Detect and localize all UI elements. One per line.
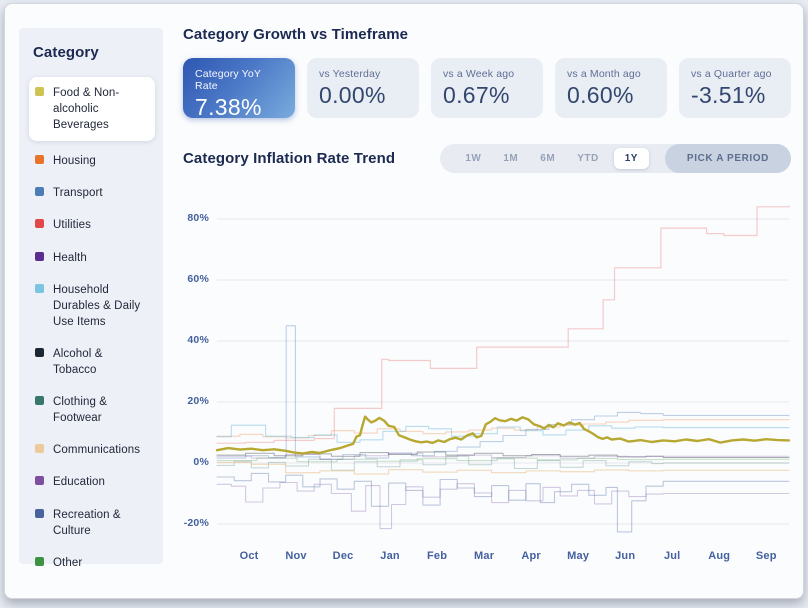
x-axis-label: Mar [474, 550, 495, 562]
pick-a-period-button[interactable]: PICK A PERIOD [664, 144, 791, 173]
period-buttons-group: 1W 1M 6M YTD 1Y [454, 148, 653, 169]
category-item[interactable]: Transport [29, 177, 155, 209]
category-label: Housing [53, 155, 96, 168]
y-axis-label: 60% [187, 273, 209, 285]
x-axis-label: Aug [708, 550, 731, 562]
y-axis-label: 40% [187, 334, 209, 346]
category-color-swatch [35, 508, 44, 518]
stat-card-label: vs a Month ago [567, 68, 641, 80]
series-line-transport [216, 325, 790, 460]
category-color-swatch [35, 444, 44, 454]
category-item[interactable]: Household Durables & Daily Use Items [29, 274, 155, 338]
x-axis-label: Nov [285, 550, 307, 562]
x-axis-label: Sep [755, 550, 777, 562]
category-label: Food & Non-alcoholic Beverages [53, 87, 120, 132]
main-content: Category Growth vs Timeframe Category Yo… [163, 4, 803, 598]
inflation-trend-chart[interactable]: 80% 60% 40% 20% 0% -20% Oct Nov Dec Jan Feb Mar Apr M… [183, 187, 793, 569]
category-color-swatch [35, 187, 44, 197]
stat-card: vs a Week ago 0.67% [431, 58, 543, 118]
category-label: Household Durables & Daily Use Items [53, 283, 141, 328]
y-axis-label: 0% [193, 456, 209, 468]
period-button-1m[interactable]: 1M [492, 148, 529, 169]
stat-card-label: vs a Quarter ago [691, 68, 772, 80]
stat-card-label: Category YoY Rate [195, 68, 261, 92]
series-line-communications [216, 461, 790, 475]
category-item[interactable]: Alcohol & Tobacco [29, 338, 155, 386]
series-line-food-non-alcoholic-beverages [215, 415, 791, 455]
series-line-other [216, 457, 790, 463]
stat-card-value: 0.67% [443, 82, 510, 108]
category-item[interactable]: Recreation & Culture [29, 499, 155, 547]
timeframe-stat-cards: Category YoY Rate 7.38% vs Yesterday 0.00% v… [183, 58, 791, 120]
category-color-swatch [35, 251, 44, 261]
stat-card: vs Yesterday 0.00% [307, 58, 419, 118]
category-color-swatch [35, 87, 44, 96]
category-item[interactable]: Education [29, 466, 155, 498]
trend-header: Category Inflation Rate Trend 1W 1M 6M YTD 1… [183, 144, 791, 173]
period-button-ytd[interactable]: YTD [566, 148, 610, 169]
category-item[interactable]: Communications [29, 434, 155, 466]
category-color-swatch [35, 155, 44, 165]
category-label: Recreation & Culture [53, 508, 121, 537]
category-item[interactable]: Utilities [29, 209, 155, 241]
period-selector: 1W 1M 6M YTD 1Y PICK A PERIOD [440, 144, 791, 173]
category-sidebar: Category Food & Non-alcoholic Beverages H… [19, 28, 163, 569]
series-line-recreation-culture [216, 472, 790, 533]
category-color-swatch [35, 283, 44, 293]
stat-card-label: vs Yesterday [319, 68, 381, 80]
category-item[interactable]: Food & Non-alcoholic Beverages [29, 77, 155, 142]
series-line-utilities [216, 205, 790, 444]
x-axis-label: Apr [521, 550, 541, 562]
x-axis-label: Jul [663, 550, 681, 562]
category-color-swatch [35, 556, 44, 566]
category-label: Alcohol & Tobacco [53, 347, 103, 377]
y-axis-label: 80% [187, 212, 209, 224]
category-color-swatch [35, 219, 44, 229]
category-label: Health [53, 251, 87, 264]
category-label: Utilities [53, 219, 91, 232]
y-axis-label: -20% [183, 517, 209, 529]
x-axis-label: Jun [615, 550, 636, 562]
x-axis-label: Dec [332, 550, 354, 562]
category-label: Transport [53, 187, 103, 200]
category-label: Other [53, 556, 83, 569]
x-axis-label: Jan [380, 550, 400, 562]
category-list: Food & Non-alcoholic Beverages Housing Tra… [29, 77, 155, 579]
stat-card: Category YoY Rate 7.38% [183, 58, 295, 120]
stat-card: vs a Quarter ago -3.51% [679, 58, 791, 118]
stat-card-value: 0.00% [319, 82, 386, 108]
stat-card-label: vs a Week ago [443, 68, 515, 80]
x-axis-label: Feb [427, 550, 448, 562]
category-label: Clothing & Footwear [53, 396, 108, 425]
category-color-swatch [35, 476, 44, 486]
period-button-1y[interactable]: 1Y [613, 148, 649, 169]
trend-chart-svg [215, 205, 791, 533]
stat-card-value: 0.60% [567, 82, 634, 108]
category-color-swatch [35, 396, 44, 406]
y-axis-label: 20% [187, 395, 209, 407]
category-label: Education [53, 476, 106, 489]
series-line-housing [216, 419, 790, 439]
series-line-household-durables-daily-use-items [216, 424, 790, 443]
stat-card-value: -3.51% [691, 82, 766, 108]
category-item[interactable]: Housing [29, 145, 155, 177]
series-line-health [216, 481, 790, 530]
period-button-6m[interactable]: 6M [529, 148, 566, 169]
app-window: Category Food & Non-alcoholic Beverages H… [4, 3, 804, 599]
category-color-swatch [35, 347, 44, 357]
period-button-1w[interactable]: 1W [454, 148, 492, 169]
x-axis-label: May [567, 550, 590, 562]
category-item[interactable]: Clothing & Footwear [29, 386, 155, 434]
category-label: Communications [53, 444, 141, 457]
growth-section-title: Category Growth vs Timeframe [183, 26, 409, 43]
category-item[interactable]: Other [29, 547, 155, 579]
stat-card: vs a Month ago 0.60% [555, 58, 667, 118]
series-line-clothing-footwear [216, 455, 790, 471]
x-axis-label: Oct [239, 550, 259, 562]
sidebar-title: Category [33, 44, 99, 61]
series-line-alcohol-tobacco [216, 451, 790, 458]
trend-section-title: Category Inflation Rate Trend [183, 150, 396, 167]
category-item[interactable]: Health [29, 242, 155, 274]
stat-card-value: 7.38% [195, 94, 262, 120]
